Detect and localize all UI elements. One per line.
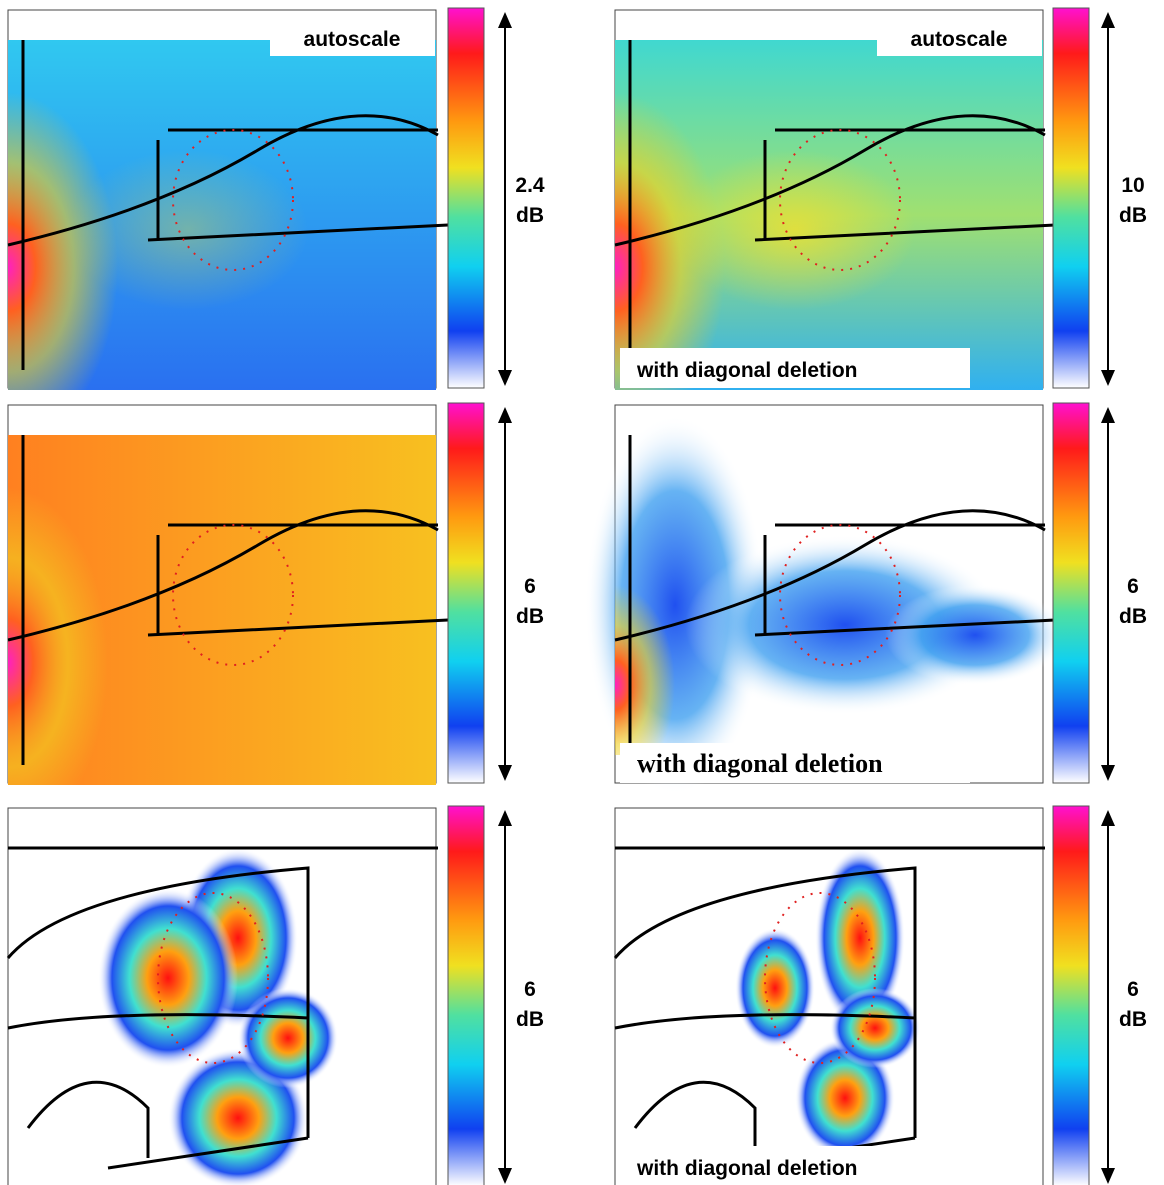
range-unit: dB xyxy=(1119,204,1147,227)
edge-outline xyxy=(7,40,449,370)
range-unit: dB xyxy=(1119,605,1147,628)
range-value: 6 xyxy=(524,978,536,1001)
label-bg xyxy=(270,22,435,56)
colorbar xyxy=(1052,805,1090,1185)
colorbar xyxy=(447,7,485,389)
edge-outline xyxy=(614,435,1056,765)
range-value: 10 xyxy=(1121,174,1144,197)
label-bg xyxy=(620,1146,970,1185)
heat-spot xyxy=(98,888,238,1068)
panel: 6 dB with diagonal deletion xyxy=(585,402,1147,795)
array-ring xyxy=(172,129,294,271)
array-ring xyxy=(157,892,269,1064)
heat-spot xyxy=(238,988,338,1088)
label-bg xyxy=(620,743,970,783)
range-unit: dB xyxy=(516,605,544,628)
bottom-label: with diagonal deletion xyxy=(636,359,858,382)
bottom-label: with diagonal deletion xyxy=(636,1157,858,1180)
bottom-label: with diagonal deletion xyxy=(637,749,883,778)
heat-hot xyxy=(8,435,208,785)
heat-spot xyxy=(815,848,905,1028)
range-unit: dB xyxy=(1119,1008,1147,1031)
colorbar xyxy=(447,805,485,1185)
top-label: autoscale xyxy=(911,28,1008,51)
panel: 6 dB xyxy=(6,805,544,1185)
colorbar xyxy=(447,402,485,784)
panel: 2.4 dB autoscale xyxy=(7,7,545,390)
colorbar xyxy=(1052,7,1090,389)
edge-outline xyxy=(614,40,1056,370)
panel: 6 dB xyxy=(7,402,544,785)
array-ring xyxy=(764,892,876,1064)
array-ring xyxy=(779,524,901,666)
edge-outline xyxy=(7,435,449,765)
panel: 6 dB with diagonal deletion xyxy=(613,805,1147,1185)
heat-spot xyxy=(735,928,815,1048)
panel: 10 dB autoscale with diagonal deletion xyxy=(614,7,1147,390)
range-unit: dB xyxy=(516,204,544,227)
range-value: 6 xyxy=(524,575,536,598)
colorbar xyxy=(1052,402,1090,784)
array-ring xyxy=(779,129,901,271)
heat-hot xyxy=(615,555,735,755)
edge-outline xyxy=(6,846,438,1170)
range-value: 6 xyxy=(1127,575,1139,598)
heat-spot xyxy=(830,988,920,1068)
array-ring xyxy=(172,524,294,666)
label-bg xyxy=(620,348,970,388)
edge-outline xyxy=(613,846,1045,1170)
range-value: 6 xyxy=(1127,978,1139,1001)
label-bg xyxy=(877,22,1042,56)
range-value: 2.4 xyxy=(515,174,545,197)
range-unit: dB xyxy=(516,1008,544,1031)
heat-spot xyxy=(795,1038,895,1158)
heat-blob xyxy=(885,585,1065,685)
top-label: autoscale xyxy=(304,28,401,51)
